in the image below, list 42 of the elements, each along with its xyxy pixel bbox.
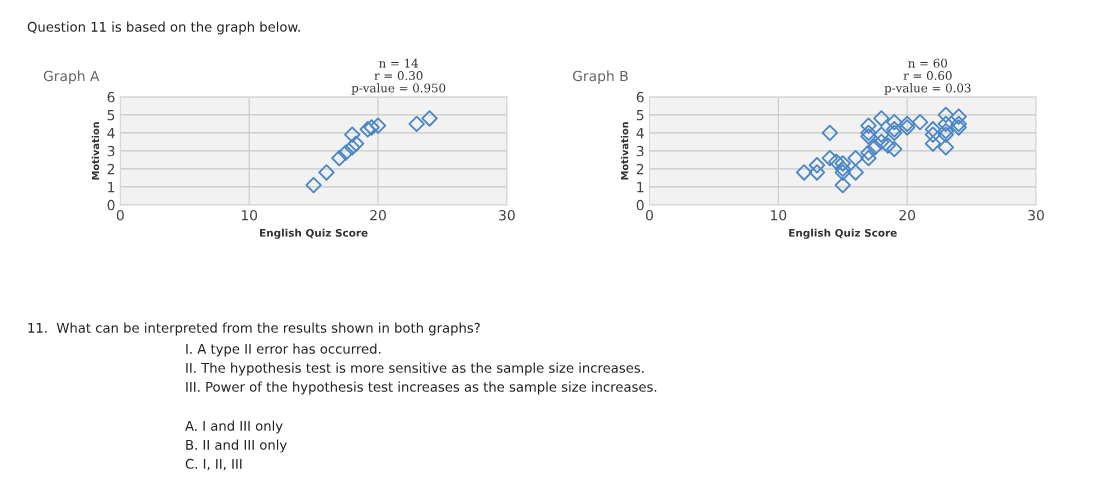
x-tick-label: 30 — [499, 209, 515, 221]
y-tick-label: 1 — [108, 182, 115, 193]
x-tick-label: 10 — [771, 209, 787, 221]
y-tick-label: 3 — [107, 145, 115, 157]
text: A. I and III only — [185, 420, 283, 434]
text: 11. What can be interpreted from the results shown in both graphs? — [28, 322, 480, 336]
chart-title: Graph B — [572, 70, 628, 84]
text: B. II and III only — [186, 439, 287, 453]
y-axis-title: Motivation — [620, 122, 629, 180]
text: p-value = 0.03 — [884, 83, 971, 95]
y-axis-title: Motivation — [91, 122, 100, 180]
text: r = 0.30 — [374, 71, 423, 81]
x-tick-label: 10 — [241, 209, 258, 221]
y-tick-label: 0 — [107, 199, 115, 211]
y-tick-label: 1 — [637, 182, 644, 193]
text: II. The hypothesis test is more sensitive as the sample size increases. — [186, 362, 644, 376]
text: III. Power of the hypothesis test increases as the sample size increases. — [186, 381, 657, 395]
y-tick-label: 4 — [636, 128, 644, 139]
x-tick-label: 20 — [899, 209, 916, 221]
x-tick-label: 30 — [1028, 209, 1044, 221]
y-tick-label: 3 — [636, 145, 644, 157]
x-tick-label: 0 — [116, 209, 124, 221]
text: n = 14 — [379, 58, 419, 68]
text: n = 60 — [908, 58, 948, 68]
text: r = 0.60 — [903, 71, 952, 81]
text: Question 11 is based on the graph below. — [27, 21, 300, 35]
x-axis-title: English Quiz Score — [789, 228, 897, 239]
x-axis-title: English Quiz Score — [260, 228, 368, 239]
text: C. I, II, III — [185, 458, 242, 471]
x-tick-label: 0 — [645, 209, 653, 221]
y-tick-label: 4 — [107, 128, 115, 139]
y-tick-label: 6 — [107, 91, 115, 103]
y-tick-label: 5 — [107, 110, 115, 121]
y-tick-label: 2 — [636, 163, 644, 175]
y-tick-label: 0 — [636, 199, 644, 211]
text: p-value = 0.950 — [351, 83, 446, 95]
text: I. A type II error has occurred. — [186, 343, 381, 357]
y-tick-label: 5 — [636, 110, 644, 121]
y-tick-label: 2 — [107, 163, 115, 175]
y-tick-label: 6 — [636, 91, 644, 103]
x-tick-label: 20 — [370, 209, 386, 221]
chart-title: Graph A — [43, 70, 100, 84]
